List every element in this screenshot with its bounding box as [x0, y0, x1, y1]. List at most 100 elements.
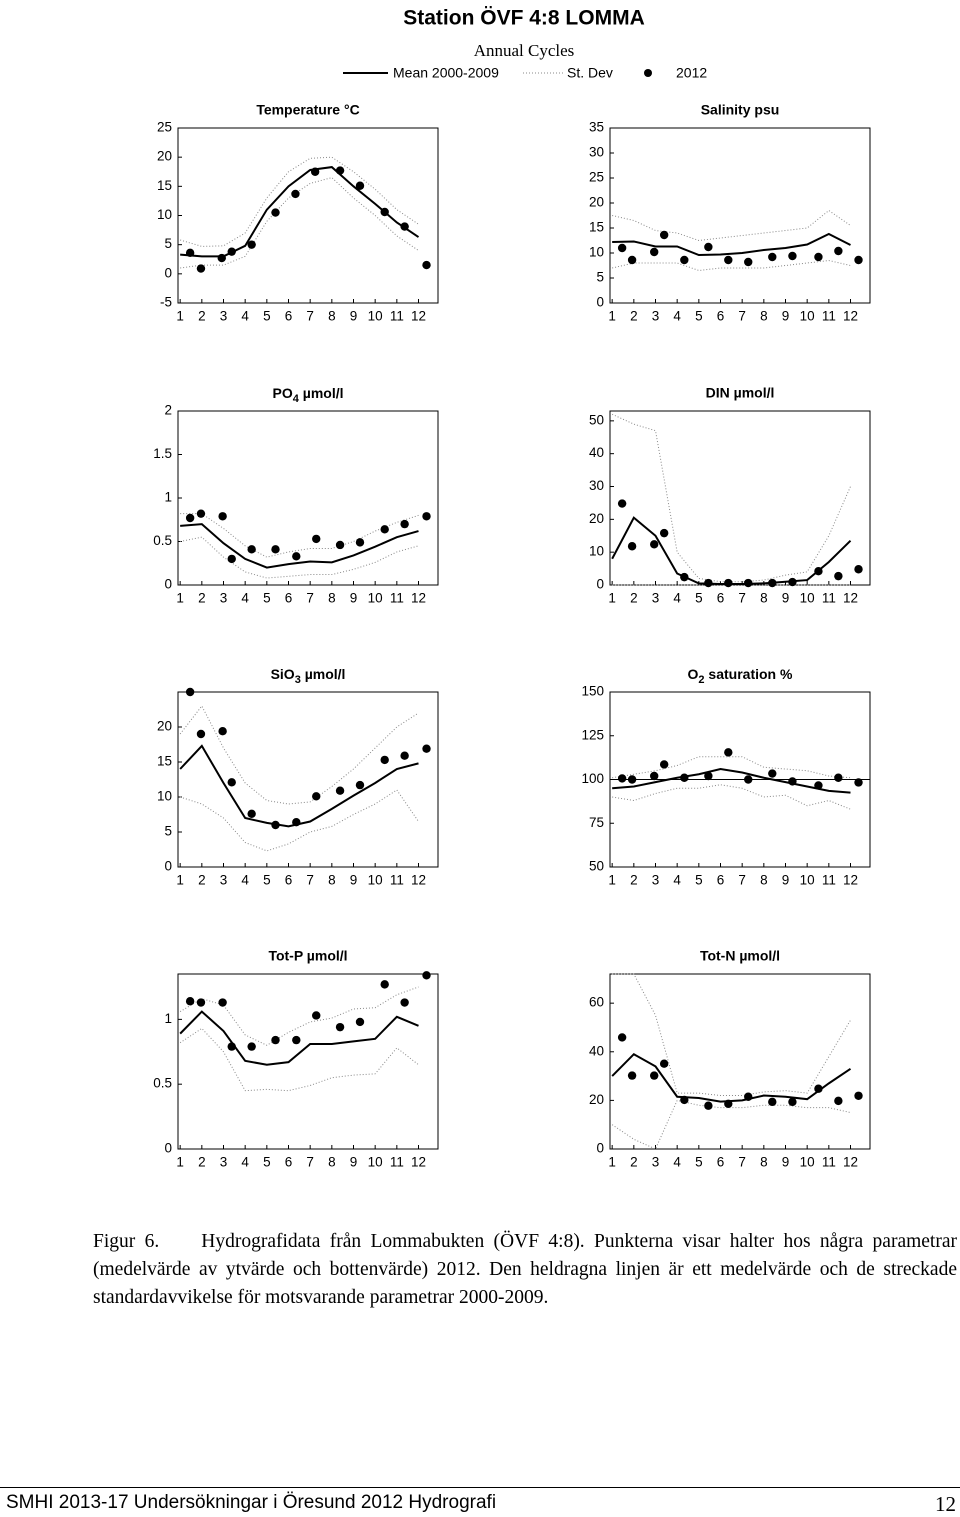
x-tick-label: 12	[411, 591, 426, 606]
data-point	[380, 755, 389, 765]
data-point	[218, 998, 227, 1007]
y-tick-label: 0	[596, 1141, 604, 1156]
y-tick-label: 0	[596, 295, 604, 310]
x-tick-label: 8	[328, 309, 336, 324]
data-point	[814, 1084, 823, 1093]
x-tick-label: 11	[822, 309, 836, 324]
caption-text: Hydrografidata från Lommabukten (ÖVF 4:8…	[93, 1231, 957, 1308]
data-point	[271, 545, 280, 554]
y-tick-label: 75	[589, 815, 604, 830]
title-main: SiO	[271, 666, 295, 682]
data-point	[271, 208, 280, 217]
x-tick-label: 12	[843, 309, 858, 324]
x-tick-label: 1	[608, 1155, 616, 1170]
std-upper-line	[612, 209, 851, 242]
y-tick-label: 35	[589, 120, 604, 135]
mean-line	[180, 523, 419, 569]
y-tick-label: 20	[157, 149, 172, 164]
data-point	[400, 519, 409, 529]
title-sub: 2	[698, 674, 704, 686]
data-point	[196, 264, 206, 273]
data-point	[291, 189, 300, 199]
data-point	[335, 166, 345, 175]
data-point	[834, 773, 843, 782]
y-tick-label: 10	[589, 544, 604, 559]
x-tick-label: 2	[198, 591, 206, 606]
x-tick-label: 7	[306, 591, 314, 606]
data-point	[659, 1059, 669, 1068]
mean-line	[612, 232, 851, 257]
mean-line	[611, 516, 852, 586]
x-tick-label: 7	[306, 873, 314, 888]
x-tick-label: 5	[695, 591, 703, 606]
x-tick-label: 5	[263, 873, 271, 888]
data-point	[247, 1042, 256, 1051]
x-tick-label: 10	[800, 1155, 815, 1170]
data-point	[617, 1033, 627, 1042]
data-point	[744, 578, 753, 588]
y-tick-label: 0	[164, 577, 172, 592]
x-tick-label: 3	[652, 591, 660, 606]
data-point	[218, 512, 227, 521]
std-lower-line	[611, 1099, 851, 1150]
title-rest: µmol/l	[299, 385, 344, 401]
std-upper-line	[180, 156, 419, 247]
x-tick-label: 9	[350, 1155, 358, 1170]
x-tick-label: 7	[306, 1155, 314, 1170]
data-point	[744, 1092, 753, 1101]
std-upper-line	[611, 413, 851, 583]
x-tick-label: 2	[630, 591, 638, 606]
std-upper-line	[180, 513, 419, 558]
data-point	[724, 255, 733, 265]
x-tick-label: 11	[822, 1155, 836, 1170]
x-tick-label: 2	[630, 873, 638, 888]
footer: SMHI 2013-17 Undersökningar i Öresund 20…	[0, 1487, 960, 1516]
page-number: 12	[935, 1492, 956, 1516]
figure-title: Station ÖVF 4:8 LOMMA	[403, 7, 645, 30]
mean-line	[179, 1010, 419, 1066]
y-tick-label: 2	[164, 403, 172, 418]
x-tick-label: 3	[220, 591, 228, 606]
data-point	[788, 1097, 797, 1107]
x-tick-label: 1	[176, 309, 184, 324]
data-point	[744, 775, 753, 784]
axes-box	[177, 973, 439, 1150]
x-tick-label: 3	[652, 1155, 660, 1170]
y-tick-label: 40	[589, 445, 604, 460]
data-point	[650, 540, 659, 549]
y-tick-label: 5	[164, 236, 172, 251]
data-point	[292, 1035, 301, 1045]
x-tick-label: 10	[800, 591, 815, 606]
y-tick-label: 150	[581, 684, 604, 699]
data-point	[680, 255, 689, 265]
y-tick-label: 15	[589, 220, 604, 235]
data-point	[854, 255, 863, 265]
data-point	[380, 980, 389, 989]
x-tick-label: 5	[695, 309, 703, 324]
y-tick-label: 25	[589, 170, 604, 185]
data-point	[217, 253, 226, 263]
chart-title: Salinity psu	[701, 102, 780, 118]
data-point	[834, 571, 843, 581]
x-tick-label: 2	[198, 1155, 206, 1170]
x-tick-label: 10	[800, 309, 815, 324]
data-point	[659, 528, 669, 538]
x-tick-label: 10	[368, 873, 383, 888]
chart-title: Tot-N µmol/l	[700, 948, 780, 964]
data-point	[814, 252, 823, 262]
data-point	[380, 207, 389, 217]
data-point	[422, 971, 431, 980]
y-tick-label: 0.5	[153, 533, 172, 548]
x-tick-label: 4	[673, 309, 681, 324]
x-tick-label: 1	[608, 591, 616, 606]
data-point	[768, 1097, 777, 1107]
x-tick-label: 9	[782, 591, 790, 606]
y-tick-label: 25	[157, 120, 172, 135]
x-tick-label: 10	[368, 591, 383, 606]
data-point	[185, 997, 195, 1006]
data-point	[196, 729, 206, 739]
y-tick-label: 30	[589, 145, 604, 160]
data-point	[310, 167, 320, 176]
std-upper-line	[179, 705, 419, 805]
x-tick-label: 9	[350, 591, 358, 606]
